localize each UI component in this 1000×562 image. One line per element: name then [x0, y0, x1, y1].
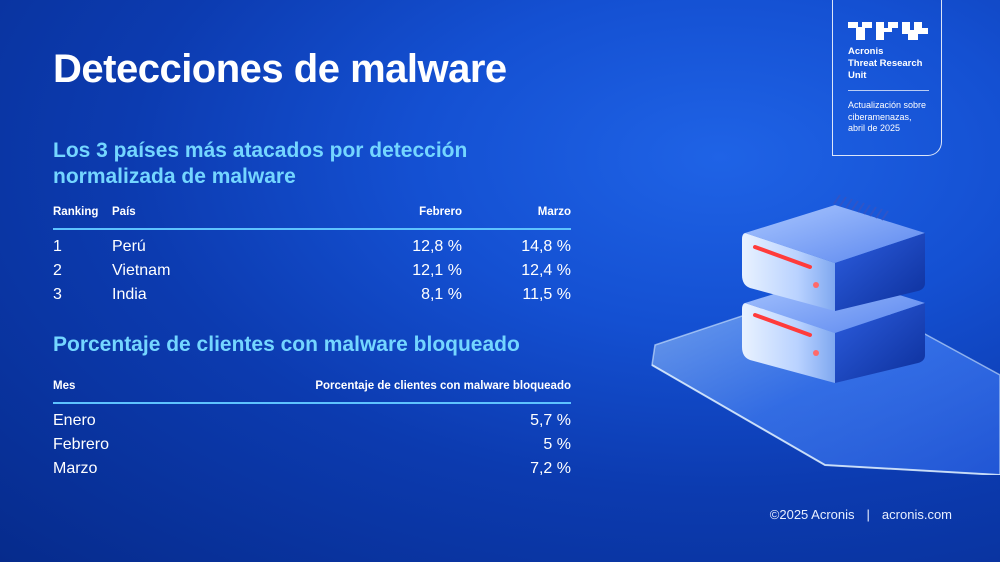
section-title-top-countries: Los 3 países más atacados por detección …	[53, 138, 467, 190]
table-row: 3 India 8,1 % 11,5 %	[53, 283, 571, 307]
header-febrero: Febrero	[419, 206, 462, 218]
table-row: Marzo 7,2 %	[53, 457, 571, 481]
badge-subtitle-line: ciberamenazas,	[848, 111, 912, 122]
section-title-line: Los 3 países más atacados por detección	[53, 139, 468, 162]
row-value: 7,2 %	[530, 460, 571, 477]
header-porcentaje: Porcentaje de clientes con malware bloqu…	[315, 380, 571, 392]
table-row: Enero 5,7 %	[53, 409, 571, 433]
badge-subtitle: Actualización sobre ciberamenazas, abril…	[848, 100, 926, 135]
tru-badge: Acronis Threat Research Unit Actualizaci…	[832, 0, 942, 156]
countries-table: Ranking País Febrero Marzo 1 Perú 12,8 %…	[53, 206, 571, 307]
section-title-line: normalizada de malware	[53, 165, 296, 188]
table-row: 1 Perú 12,8 % 14,8 %	[53, 235, 571, 259]
table-header: Mes Porcentaje de clientes con malware b…	[53, 380, 571, 400]
section-title-blocked-malware: Porcentaje de clientes con malware bloqu…	[53, 333, 520, 356]
row-country: Vietnam	[112, 262, 171, 279]
footer: ©2025 Acronis | acronis.com	[770, 507, 952, 522]
header-pais: País	[112, 206, 136, 218]
server-stack-icon	[651, 194, 1000, 475]
header-marzo: Marzo	[537, 206, 571, 218]
footer-separator: |	[866, 507, 870, 522]
row-marzo: 12,4 %	[521, 262, 571, 279]
header-rule	[53, 228, 571, 230]
badge-subtitle-line: Actualización sobre	[848, 100, 927, 110]
footer-site-link[interactable]: acronis.com	[881, 507, 952, 522]
row-country: India	[112, 286, 147, 303]
header-mes: Mes	[53, 380, 76, 392]
row-marzo: 11,5 %	[522, 286, 571, 303]
row-month: Febrero	[53, 436, 110, 453]
badge-name-line: Acronis	[848, 46, 884, 57]
row-marzo: 14,8 %	[521, 238, 571, 255]
row-febrero: 12,8 %	[412, 238, 462, 255]
row-value: 5,7 %	[530, 412, 571, 429]
page-title: Detecciones de malware	[53, 47, 507, 91]
row-febrero: 12,1 %	[412, 262, 462, 279]
row-country: Perú	[112, 238, 146, 255]
row-rank: 1	[53, 238, 62, 255]
badge-unit-name: Acronis Threat Research Unit	[848, 46, 922, 82]
footer-copyright: ©2025 Acronis	[769, 507, 855, 522]
row-rank: 3	[53, 286, 62, 303]
blocked-malware-table: Mes Porcentaje de clientes con malware b…	[53, 380, 571, 481]
row-rank: 2	[53, 262, 62, 279]
table-header: Ranking País Febrero Marzo	[53, 206, 571, 226]
row-value: 5 %	[543, 436, 571, 453]
row-month: Enero	[53, 412, 96, 429]
badge-name-line: Unit	[848, 70, 867, 81]
badge-name-line: Threat Research	[848, 58, 923, 69]
row-febrero: 8,1 %	[421, 286, 462, 303]
badge-divider	[848, 90, 929, 91]
table-row: Febrero 5 %	[53, 433, 571, 457]
badge-subtitle-line: abril de 2025	[848, 123, 901, 133]
table-row: 2 Vietnam 12,1 % 12,4 %	[53, 259, 571, 283]
header-ranking: Ranking	[53, 206, 99, 218]
tru-logo-icon	[848, 22, 928, 40]
row-month: Marzo	[53, 460, 98, 477]
header-rule	[53, 402, 571, 404]
